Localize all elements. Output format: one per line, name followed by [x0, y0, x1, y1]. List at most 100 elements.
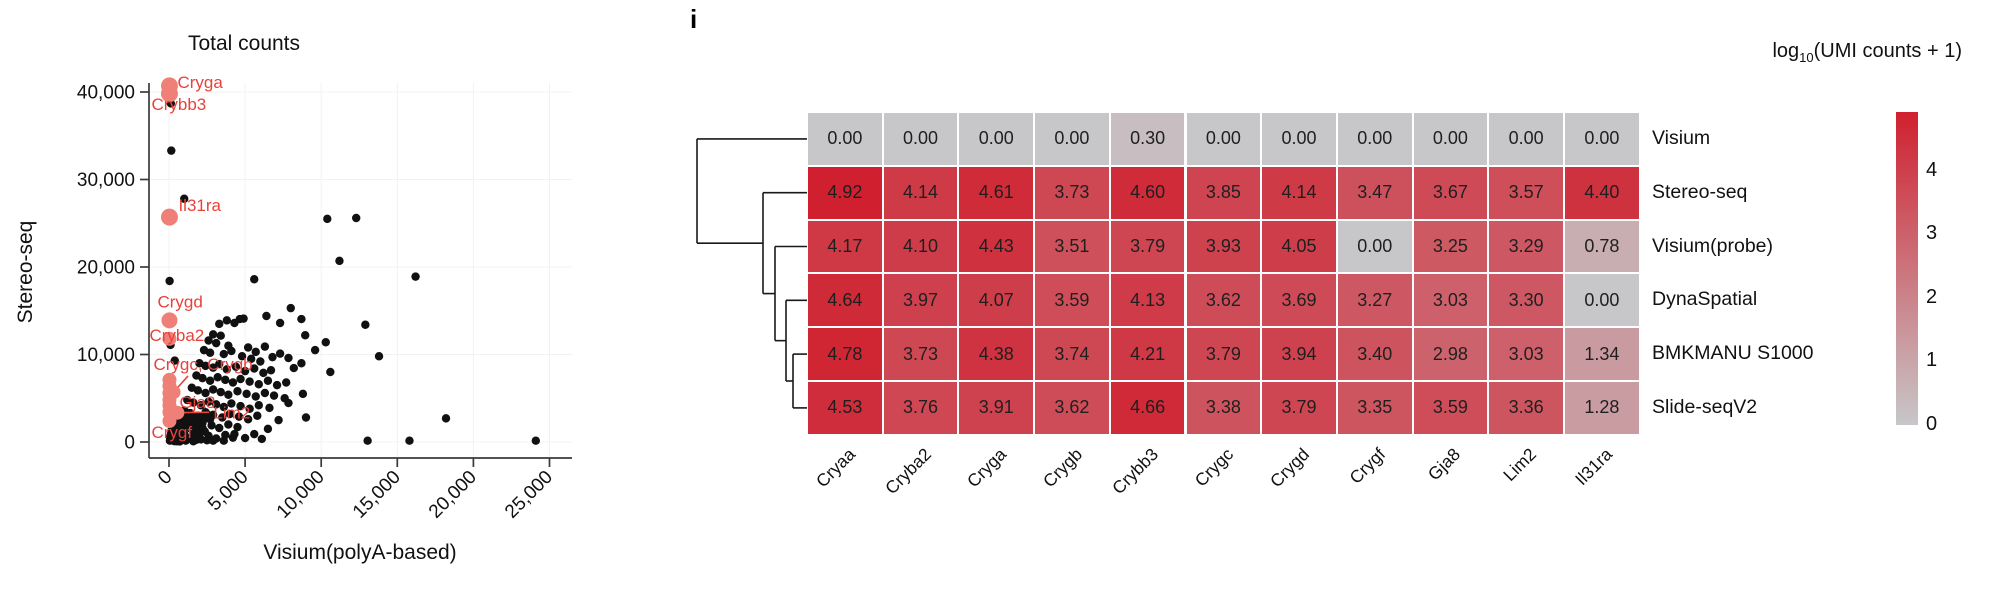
scatter-point: [224, 390, 233, 399]
scatter-point: [165, 276, 174, 286]
heatmap-cell: 0.00: [1564, 273, 1640, 328]
scatter-point: [222, 365, 232, 374]
heatmap-cell: 3.03: [1488, 327, 1564, 381]
scatter-point: [227, 346, 236, 356]
scatter-point: [208, 363, 218, 372]
gene-label: Crygf: [151, 423, 192, 442]
scatter-point: [240, 433, 250, 443]
scatter-point: [263, 424, 273, 434]
heatmap-cell: 1.28: [1564, 381, 1640, 435]
heatmap-cell: 3.79: [1261, 381, 1337, 435]
heatmap-cell: 2.98: [1412, 327, 1489, 381]
highlight-point-gja8: [162, 393, 177, 407]
scatter-point: [352, 213, 361, 223]
scatter-point: [204, 336, 213, 345]
heatmap-row-label: Visium(probe): [1652, 234, 1774, 257]
scatter-point: [205, 376, 215, 385]
heatmap-cell: 3.73: [882, 327, 959, 381]
heatmap-cell: 3.91: [958, 381, 1035, 435]
scatter-point: [198, 373, 207, 383]
heatmap-cell: 4.60: [1109, 165, 1186, 220]
scatter-point: [211, 338, 221, 348]
scatter-point: [240, 366, 250, 376]
heatmap-cell: 3.03: [1412, 273, 1489, 328]
scatter-point: [262, 311, 271, 321]
scatter-point: [281, 378, 291, 387]
scatter-point: [208, 330, 218, 339]
scatter-point: [274, 415, 283, 425]
scatter-point: [215, 319, 224, 329]
gene-label: Lim2: [213, 404, 250, 423]
heatmap-cell: 3.38: [1185, 381, 1262, 435]
scatter-point: [242, 389, 251, 399]
heatmap-cell: 4.64: [807, 273, 883, 328]
scatter-point: [216, 331, 225, 340]
scatter-point: [236, 401, 245, 411]
scatter-point: [250, 364, 259, 373]
scatter-point: [275, 318, 285, 328]
heatmap-cell: 4.17: [807, 219, 883, 274]
scatter-point: [189, 398, 198, 407]
scatter-point: [266, 366, 276, 375]
scatter-point: [256, 357, 265, 366]
heatmap-row-label: Visium: [1652, 126, 1711, 149]
heatmap-cell: 0.00: [958, 112, 1035, 166]
scatter-point: [235, 314, 244, 324]
colorbar-tick-label: 0: [1926, 413, 1938, 435]
scatter-point: [289, 363, 299, 373]
y-tick-label: 0: [124, 433, 135, 454]
heatmap-cell: 3.73: [1034, 165, 1110, 220]
scatter-point: [243, 415, 253, 424]
heatmap-cell: 0.00: [1261, 112, 1337, 166]
heatmap-cell: 3.93: [1185, 219, 1262, 274]
scatter-point: [208, 436, 218, 445]
heatmap-cell: 0.00: [882, 112, 959, 166]
heatmap-cell: 3.30: [1488, 273, 1564, 328]
heatmap-cell: 3.79: [1109, 219, 1186, 274]
scatter-point: [243, 343, 253, 352]
scatter-point: [361, 320, 370, 329]
scatter-point: [218, 413, 227, 422]
gene-label: Il31ra: [178, 196, 221, 215]
scatter-point: [297, 359, 306, 368]
y-tick-label: 10,000: [77, 345, 135, 366]
scatter-point: [180, 194, 189, 203]
gene-label: Crygc, Crygb: [153, 355, 252, 374]
scatter-point: [221, 375, 230, 385]
heatmap-cell: 3.59: [1034, 273, 1110, 328]
gene-label: Crygd: [157, 292, 202, 311]
scatter-point: [200, 427, 209, 436]
heatmap-cell: 3.47: [1336, 165, 1413, 220]
heatmap-cell: 0.00: [807, 112, 883, 166]
heatmap-cell: 3.97: [882, 273, 959, 328]
heatmap-cell: 4.21: [1109, 327, 1186, 381]
scatter-point: [208, 385, 218, 394]
scatter-point: [230, 429, 239, 439]
scatter-point: [201, 361, 210, 371]
scatter-point: [251, 347, 260, 357]
scatter-point: [224, 420, 233, 429]
heatmap-cell: 4.61: [958, 165, 1035, 220]
scatter-point: [335, 256, 344, 266]
scatter-point: [245, 377, 254, 386]
heatmap-cell: 4.40: [1564, 165, 1640, 220]
scatter-point: [363, 436, 372, 445]
heatmap-cell: 4.13: [1109, 273, 1186, 328]
scatter-point: [301, 331, 310, 340]
heatmap-row-label: BMKMANU S1000: [1652, 342, 1814, 365]
scatter-point: [201, 388, 210, 398]
heatmap-cell: 0.00: [1034, 112, 1110, 166]
scatter-point: [263, 376, 273, 385]
scatter-point: [227, 399, 236, 408]
scatter-point: [321, 338, 330, 347]
highlight-point-crygc: [162, 372, 177, 387]
heatmap-cell: 3.29: [1488, 219, 1564, 274]
scatter-point: [250, 429, 259, 439]
scatter-point: [219, 349, 228, 359]
colorbar-title: log10(UMI counts + 1): [1590, 40, 1962, 65]
heatmap-cell: 3.57: [1488, 165, 1564, 220]
scatter-point: [213, 373, 222, 382]
